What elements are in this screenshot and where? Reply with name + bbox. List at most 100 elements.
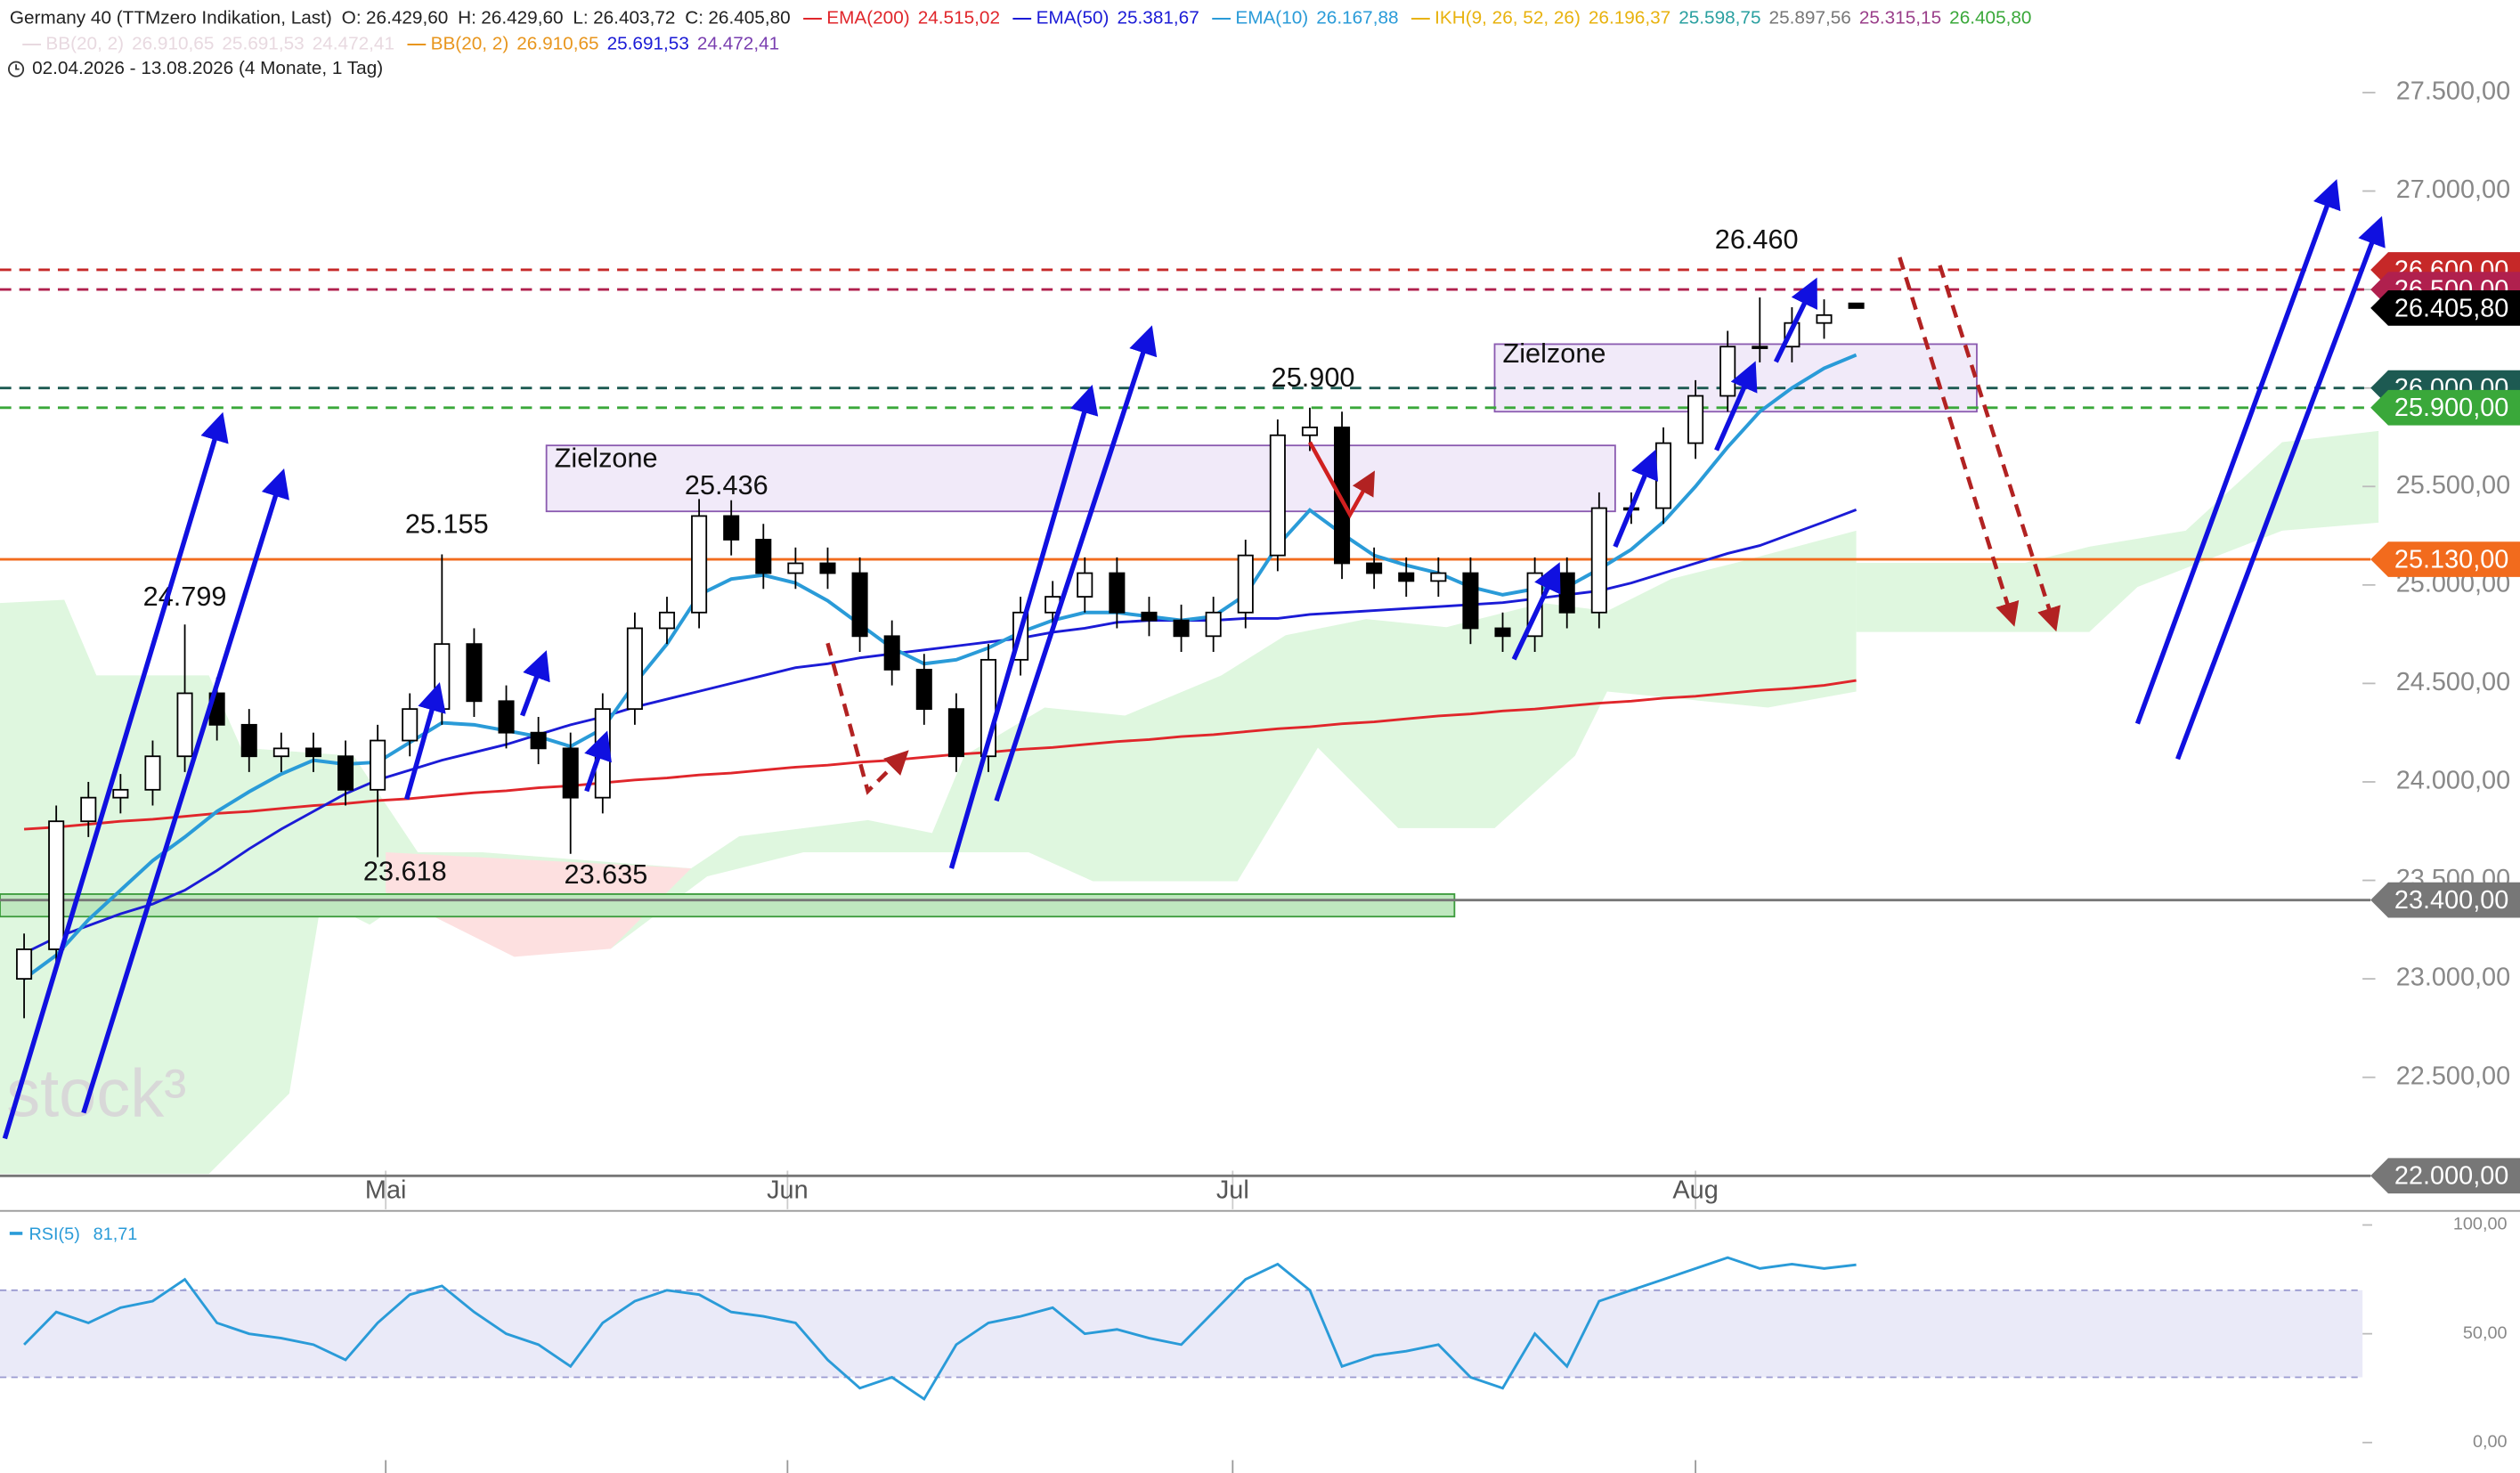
y-tick-label: 24.500,00 — [2396, 668, 2510, 696]
legend-value: 25.897,56 — [1769, 8, 1851, 28]
price-tag-label: 25.900,00 — [2394, 394, 2508, 422]
legend-name: EMA(10) — [1235, 8, 1308, 28]
ohlc-value: 26.403,72 — [593, 8, 675, 28]
annotation: 25.900 — [1272, 362, 1355, 393]
candle-body — [851, 572, 868, 638]
arrow — [1938, 264, 2061, 632]
y-tick-label: 27.000,00 — [2396, 175, 2510, 204]
rsi-tick-label: 0,00 — [2473, 1432, 2508, 1452]
candle-body — [1654, 442, 1672, 509]
price-tag-label: 25.130,00 — [2394, 545, 2508, 574]
candle-body — [1301, 426, 1318, 436]
candle-body — [337, 755, 354, 791]
candle-body — [498, 700, 515, 734]
clock-hand — [15, 64, 20, 70]
candle-body — [658, 611, 676, 630]
legend-value: 26.405,80 — [1949, 8, 2031, 28]
annotation: 26.460 — [1715, 224, 1799, 255]
legend-value: 25.381,67 — [1117, 8, 1199, 28]
arrow — [1898, 256, 2020, 627]
legend-value: 25.691,53 — [222, 34, 304, 54]
legend-dash: — — [1012, 8, 1031, 28]
candle-body — [1173, 619, 1190, 638]
legend-name: IKH(9, 26, 52, 26) — [1435, 8, 1581, 28]
annotation: 25.436 — [685, 469, 768, 500]
candle-body — [626, 627, 643, 711]
legend-value: 26.167,88 — [1316, 8, 1398, 28]
arrow — [2134, 179, 2341, 725]
candle-body — [947, 708, 964, 758]
arrow — [584, 730, 612, 793]
clock-icon — [8, 61, 25, 77]
price-tag — [2370, 389, 2520, 426]
ema-line — [23, 509, 1857, 955]
price-tag — [2370, 882, 2520, 918]
ohlc-label: L: — [573, 8, 588, 28]
candle-body — [691, 515, 708, 614]
candle-body — [1816, 313, 1833, 324]
candle-body — [240, 723, 257, 758]
legend-value: 25.691,53 — [607, 34, 689, 54]
candle-body — [915, 669, 932, 711]
rsi-legend-mark — [9, 1232, 23, 1235]
candle-body — [1752, 346, 1768, 349]
candle-body — [144, 755, 161, 791]
price-tag — [2370, 290, 2520, 326]
candle-body — [1077, 572, 1093, 598]
legend-value: 24.515,02 — [918, 8, 1000, 28]
legend-dash: — — [1212, 8, 1231, 28]
drawings — [2, 179, 2386, 1140]
candle-body — [1398, 572, 1415, 582]
candle-body — [48, 820, 65, 950]
legend-dash: — — [22, 34, 41, 54]
arrow — [2175, 216, 2386, 761]
candle-body — [305, 747, 321, 758]
legend-name: BB(20, 2) — [431, 34, 509, 54]
candle-body — [80, 796, 97, 823]
candle-body — [1719, 346, 1736, 397]
candle-body — [272, 747, 289, 758]
candle-body — [176, 692, 193, 758]
annotation: 25.155 — [405, 509, 489, 540]
annotation: Zielzone — [555, 443, 658, 474]
rsi-legend-name: RSI(5) — [28, 1225, 79, 1244]
arrow — [2, 411, 229, 1140]
candle-body — [1141, 611, 1158, 622]
candle-body — [1205, 611, 1222, 638]
date-range: 02.04.2026 - 13.08.2026 (4 Monate, 1 Tag… — [32, 58, 383, 78]
candle-body — [562, 747, 579, 799]
arrow — [520, 650, 550, 717]
legend-dash: — — [803, 8, 822, 28]
y-tick-label: 25.500,00 — [2396, 471, 2510, 500]
candle-body — [1334, 426, 1351, 565]
rsi-legend-value: 81,71 — [93, 1225, 138, 1244]
candle-body — [402, 708, 419, 742]
ohlc-label: O: — [342, 8, 362, 28]
candle-body — [1590, 507, 1607, 614]
annotation: 24.799 — [143, 581, 227, 612]
candle-body — [1366, 562, 1383, 574]
arrow — [1307, 441, 1375, 519]
candle-body — [787, 562, 804, 574]
legend-value: 26.910,65 — [516, 34, 598, 54]
rsi-tick-label: 50,00 — [2463, 1323, 2508, 1343]
legend-dash: — — [407, 34, 426, 54]
candle-body — [16, 948, 33, 981]
price-tag — [2370, 1158, 2520, 1194]
legend-name: EMA(50) — [1036, 8, 1110, 28]
y-tick-label: 22.500,00 — [2396, 1062, 2510, 1090]
candle-body — [755, 539, 772, 574]
legend-name: EMA(200) — [826, 8, 909, 28]
arrow — [825, 642, 909, 795]
price-tag-label: 22.000,00 — [2394, 1162, 2508, 1191]
legend-value: 24.472,41 — [697, 34, 779, 54]
rsi-line — [23, 1256, 1857, 1401]
legend-dash: — — [1411, 8, 1430, 28]
candle-body — [1269, 434, 1286, 557]
ohlc-label: C: — [685, 8, 703, 28]
candle-body — [370, 739, 386, 791]
ohlc-value: 26.405,80 — [708, 8, 790, 28]
header-line: — BB(20, 2) 26.910,65 25.691,53 24.472,41— BB… — [22, 34, 779, 54]
ohlc-value: 26.429,60 — [366, 8, 448, 28]
